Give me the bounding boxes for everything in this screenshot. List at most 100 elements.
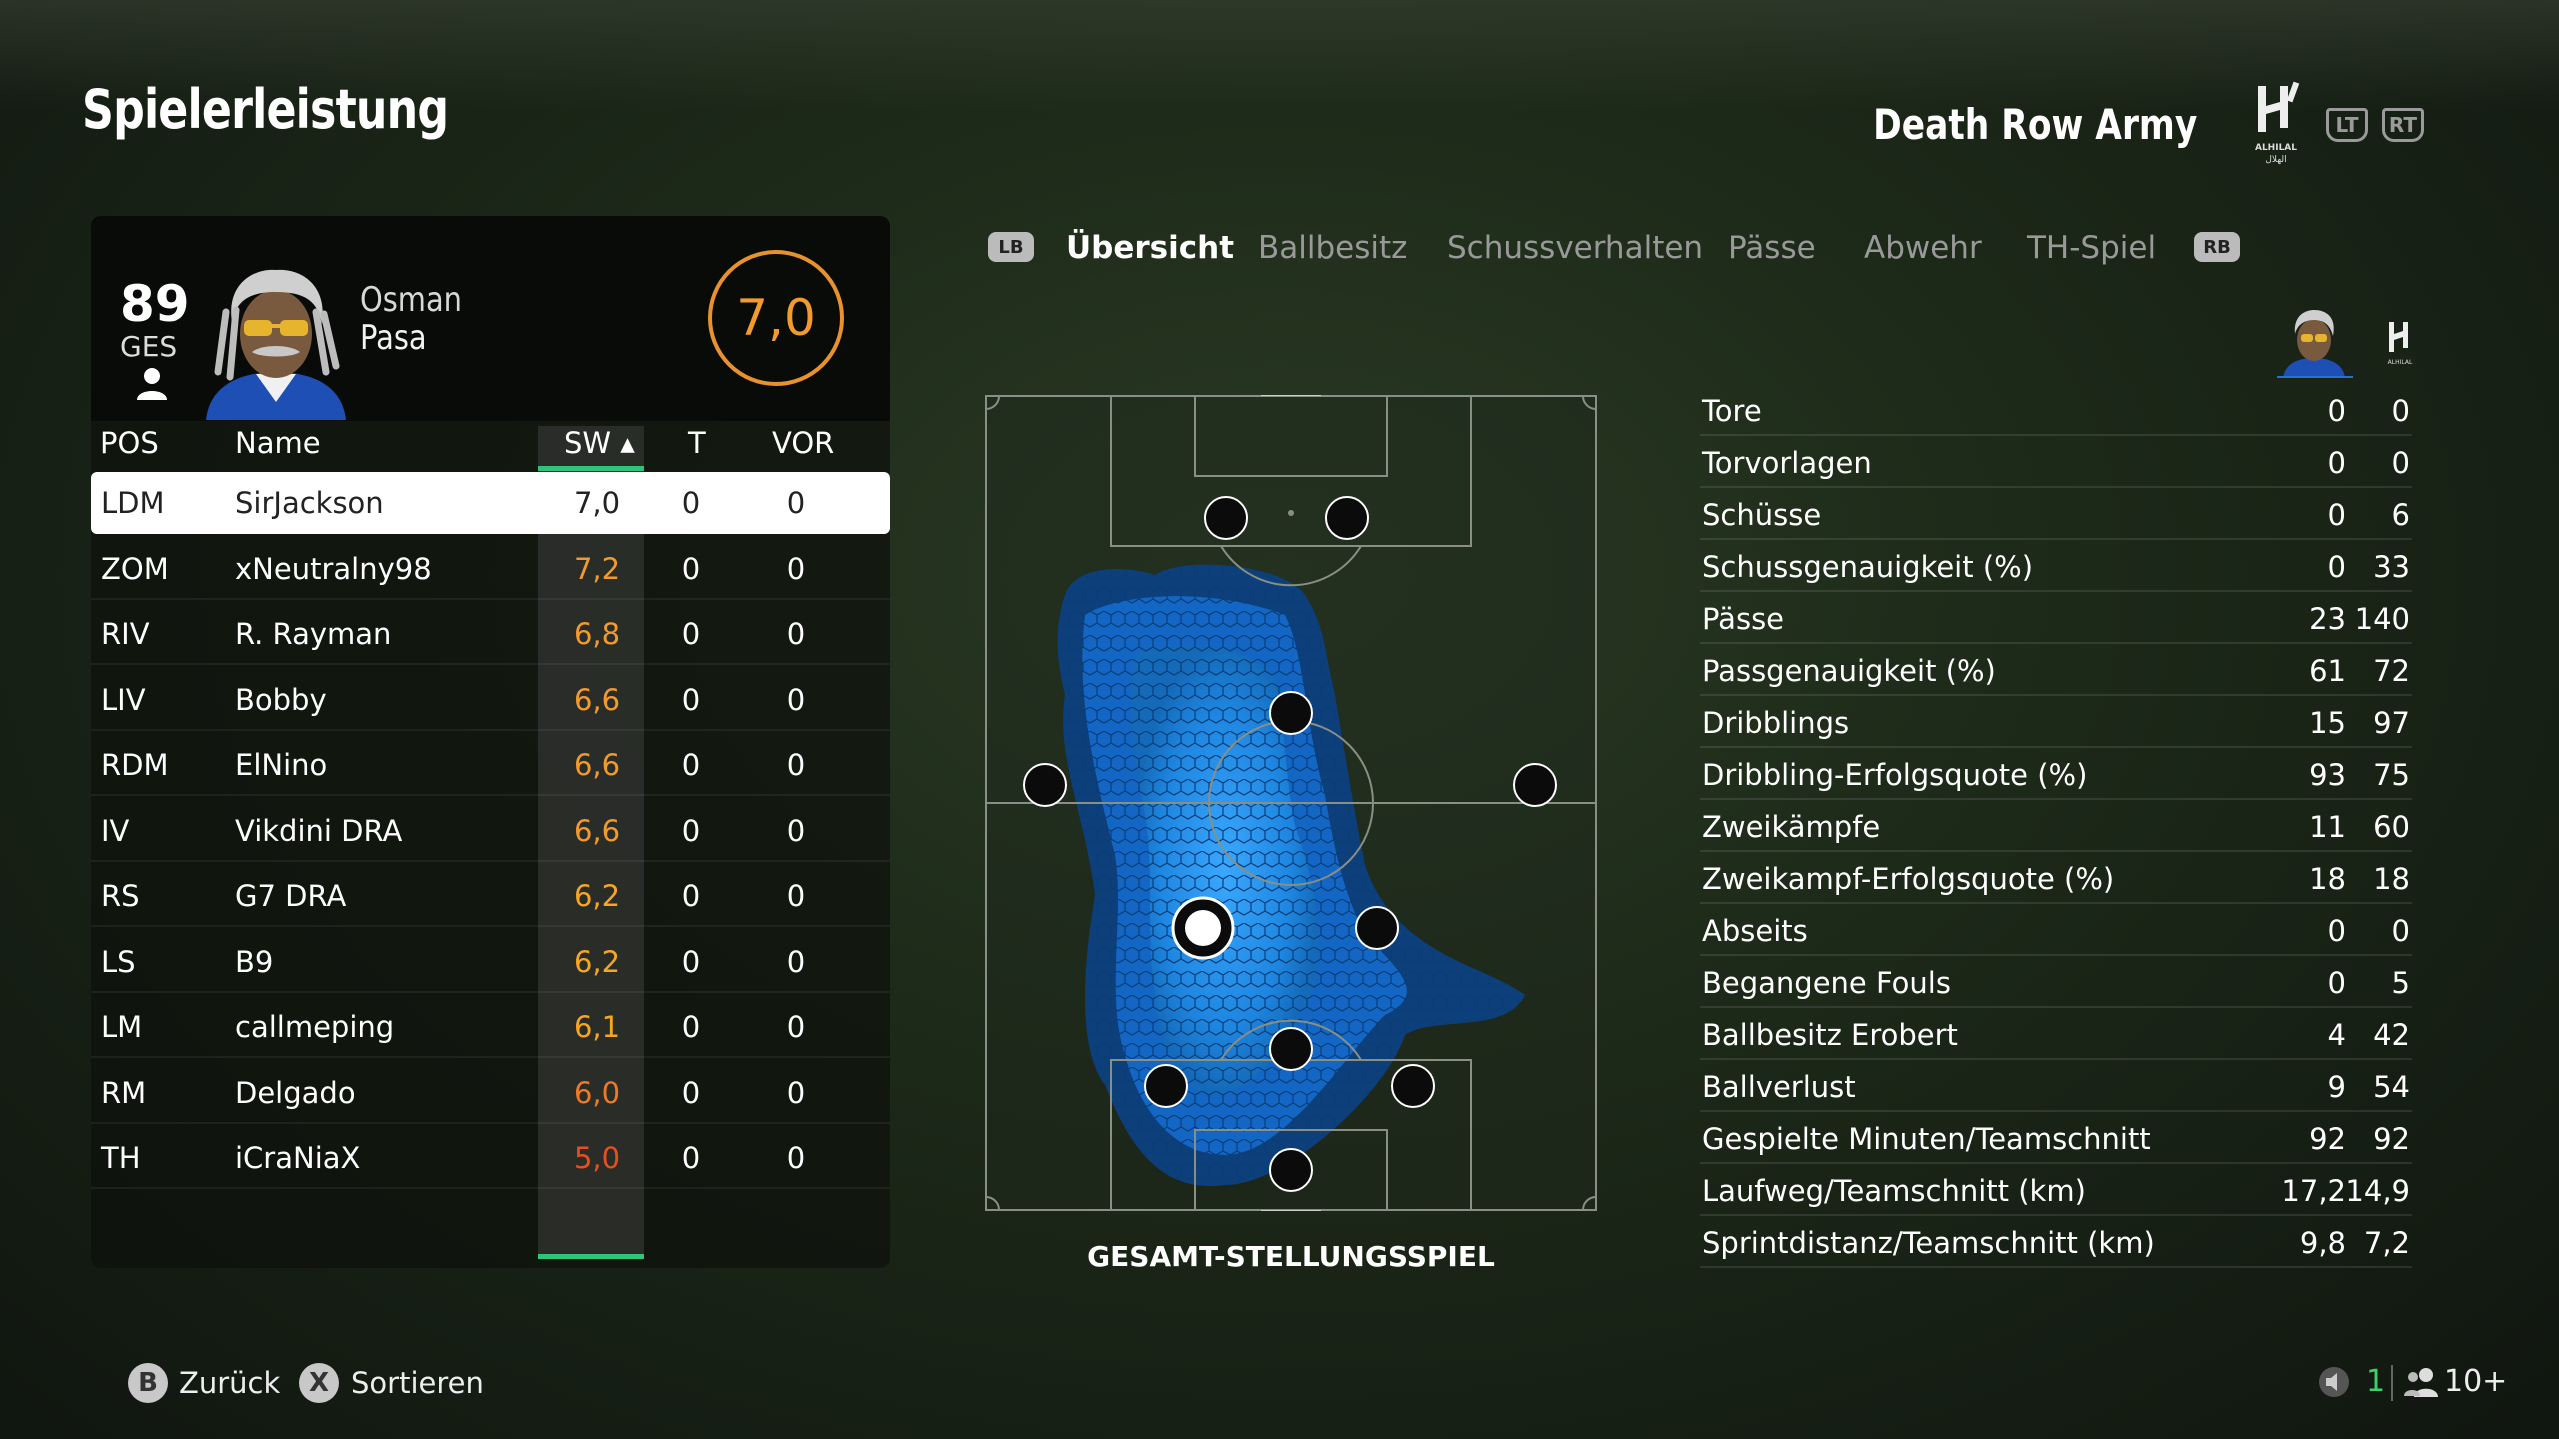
goals-cell: 0 xyxy=(681,1010,701,1044)
assists-cell: 0 xyxy=(786,879,806,913)
header-pos[interactable]: POS xyxy=(100,426,159,460)
rt-trigger-button[interactable]: RT xyxy=(2382,108,2424,142)
position-dot xyxy=(1325,496,1369,540)
club-logo-icon: ALHILAL الهلال xyxy=(2255,81,2300,165)
stat-label: Begangene Fouls xyxy=(1702,966,1951,1000)
stat-player-value: 0 xyxy=(2327,550,2346,584)
assists-cell: 0 xyxy=(786,1010,806,1044)
stat-label: Dribbling-Erfolgsquote (%) xyxy=(1702,758,2088,792)
stat-row: Gespielte Minuten/Teamschnitt 92 92 xyxy=(1700,1112,2412,1164)
stat-team-value: 54 xyxy=(2373,1070,2410,1104)
goals-cell: 0 xyxy=(681,551,701,586)
header-sw[interactable]: SW ▴ xyxy=(564,426,635,460)
header-vor[interactable]: VOR xyxy=(772,426,835,460)
stat-team-value: 0 xyxy=(2391,914,2410,948)
b-button-icon[interactable]: B xyxy=(128,1363,168,1403)
players-count: 1 xyxy=(2366,1364,2386,1399)
sw-column-background xyxy=(538,426,644,1258)
table-row[interactable]: LDM SirJackson 7,0 0 0 xyxy=(91,472,890,534)
assists-cell: 0 xyxy=(786,486,806,520)
player-position-dots xyxy=(1023,496,1557,1192)
stat-row: Schussgenauigkeit (%) 0 33 xyxy=(1700,540,2412,592)
stat-player-value: 0 xyxy=(2327,914,2346,948)
spectators-count: 10+ xyxy=(2444,1364,2508,1399)
stat-team-value: 97 xyxy=(2373,706,2410,740)
logo-text: ALHILAL xyxy=(2255,143,2297,153)
stat-label: Sprintdistanz/Teamschnitt (km) xyxy=(1702,1226,2155,1260)
stat-row: Laufweg/Teamschnitt (km) 17,2 14,9 xyxy=(1700,1164,2412,1216)
tab-ballbesitz[interactable]: Ballbesitz xyxy=(1258,230,1408,266)
position-dot xyxy=(1204,496,1248,540)
x-button-icon[interactable]: X xyxy=(299,1363,339,1403)
stat-label: Tore xyxy=(1702,394,1762,428)
stat-row: Torvorlagen 0 0 xyxy=(1700,436,2412,488)
rating-cell: 6,6 xyxy=(573,748,621,782)
rating-cell: 6,2 xyxy=(573,944,621,979)
stat-player-value: 0 xyxy=(2327,394,2346,428)
tab-schussverhalten[interactable]: Schussverhalten xyxy=(1447,230,1704,266)
stat-label: Schussgenauigkeit (%) xyxy=(1702,550,2034,584)
rating-cell: 6,6 xyxy=(573,813,621,848)
position-cell: RS xyxy=(101,879,140,913)
table-row[interactable]: LIV Bobby 6,6 0 0 xyxy=(91,669,890,731)
name-cell: R. Rayman xyxy=(235,617,392,651)
stat-player-value: 18 xyxy=(2309,862,2346,896)
tab-uebersicht[interactable]: Übersicht xyxy=(1066,230,1235,266)
name-cell: Delgado xyxy=(235,1075,356,1110)
table-row[interactable]: LS B9 6,2 0 0 xyxy=(91,931,890,993)
stat-player-value: 0 xyxy=(2327,446,2346,480)
table-row[interactable]: RDM ElNino 6,6 0 0 xyxy=(91,734,890,796)
stat-row: Dribbling-Erfolgsquote (%) 93 75 xyxy=(1700,748,2412,800)
stat-team-value: 0 xyxy=(2391,394,2410,428)
lb-button[interactable]: LB xyxy=(988,232,1034,262)
header-name[interactable]: Name xyxy=(235,426,321,460)
rating-cell: 6,0 xyxy=(573,1075,621,1110)
table-row[interactable]: TH iCraNiaX 5,0 0 0 xyxy=(91,1127,890,1189)
tab-abwehr[interactable]: Abwehr xyxy=(1864,230,1982,266)
tab-paesse[interactable]: Pässe xyxy=(1728,230,1816,266)
lt-trigger-button[interactable]: LT xyxy=(2326,108,2368,142)
stat-row: Dribblings 15 97 xyxy=(1700,696,2412,748)
sort-label[interactable]: Sortieren xyxy=(351,1366,484,1400)
assists-cell: 0 xyxy=(786,748,806,782)
name-cell: ElNino xyxy=(235,748,328,782)
assists-cell: 0 xyxy=(786,813,806,848)
position-dot xyxy=(1023,763,1067,807)
rating-cell: 6,8 xyxy=(573,617,621,651)
mute-icon[interactable] xyxy=(2318,1366,2350,1398)
table-row[interactable]: RS G7 DRA 6,2 0 0 xyxy=(91,865,890,927)
table-row[interactable]: LM callmeping 6,1 0 0 xyxy=(91,996,890,1058)
table-row[interactable]: RM Delgado 6,0 0 0 xyxy=(91,1062,890,1124)
heatmap-area xyxy=(1057,564,1525,1187)
name-cell: SirJackson xyxy=(235,486,384,520)
pitch-heatmap xyxy=(985,395,1597,1211)
stat-label: Dribblings xyxy=(1702,706,1850,740)
stat-player-value: 0 xyxy=(2327,966,2346,1000)
stat-row: Begangene Fouls 0 5 xyxy=(1700,956,2412,1008)
player-match-rating: 7,0 xyxy=(708,250,844,386)
tab-th-spiel[interactable]: TH-Spiel xyxy=(2027,230,2157,266)
stat-label: Gespielte Minuten/Teamschnitt xyxy=(1702,1122,2151,1156)
stat-player-value: 23 xyxy=(2309,602,2346,636)
position-cell: TH xyxy=(101,1141,141,1175)
person-icon xyxy=(137,368,167,400)
stat-team-value: 6 xyxy=(2391,498,2410,532)
stat-row: Passgenauigkeit (%) 61 72 xyxy=(1700,644,2412,696)
goals-cell: 0 xyxy=(681,682,701,717)
footer-divider xyxy=(2391,1365,2393,1401)
table-row[interactable]: IV Vikdini DRA 6,6 0 0 xyxy=(91,800,890,862)
stat-player-value: 17,2 xyxy=(2281,1174,2346,1208)
rating-cell: 6,1 xyxy=(573,1010,621,1044)
stat-player-value: 9,8 xyxy=(2299,1226,2346,1260)
stat-row: Pässe 23 140 xyxy=(1700,592,2412,644)
rb-button[interactable]: RB xyxy=(2194,232,2240,262)
stat-team-value: 92 xyxy=(2373,1122,2410,1156)
table-row[interactable]: RIV R. Rayman 6,8 0 0 xyxy=(91,603,890,665)
back-label[interactable]: Zurück xyxy=(179,1366,281,1400)
stat-row: Abseits 0 0 xyxy=(1700,904,2412,956)
stat-label: Zweikämpfe xyxy=(1702,810,1881,844)
header-t[interactable]: T xyxy=(688,426,706,460)
position-cell: LM xyxy=(101,1010,143,1044)
table-row[interactable]: ZOM xNeutralny98 7,2 0 0 xyxy=(91,538,890,600)
assists-cell: 0 xyxy=(786,617,806,651)
